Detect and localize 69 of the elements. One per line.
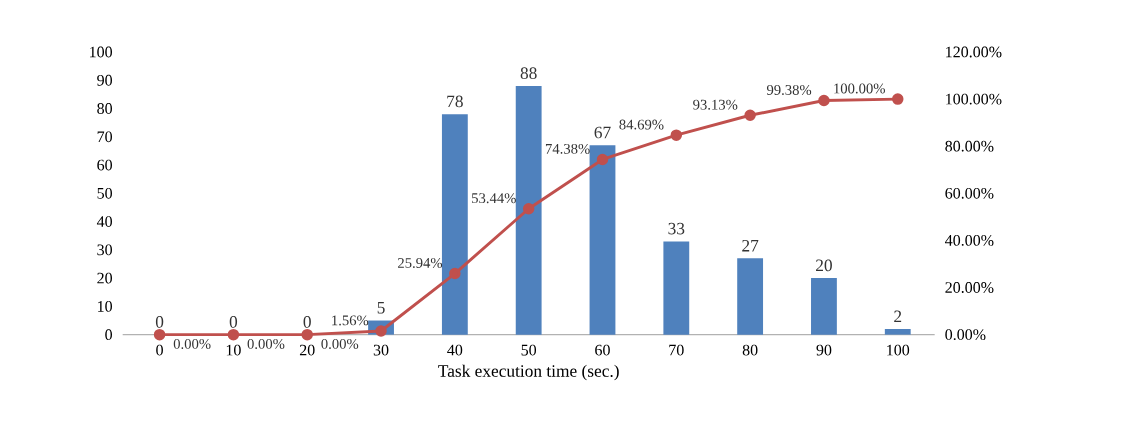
y2-tick-label: 20.00% [945,282,994,293]
x-axis-title: Task execution time (sec.) [438,364,619,381]
bar [441,114,468,335]
point [744,109,756,122]
bar [589,145,616,335]
x-tick-label: 20 [299,344,315,356]
y2-tick-label: 80.00% [945,140,994,152]
data-label: 20 [816,259,832,272]
data-label: 99.38% [766,85,812,95]
point [818,94,830,107]
y-tick-label: 80 [97,103,113,114]
y2-tick-label: 40.00% [945,234,994,246]
point [301,328,313,341]
x-tick-label: 90 [816,344,832,356]
data-label: 74.38% [545,143,590,154]
data-label: 67 [594,126,611,139]
data-label: 100.00% [834,83,885,94]
bar [884,329,911,335]
y-tick-label: 20 [97,272,113,284]
data-label: 0.00% [247,338,285,349]
y-tick-label: 30 [97,244,113,256]
data-label: 88 [520,67,537,79]
y2-tick-label: 100.00% [946,93,1002,105]
y2-tick-label: 0.00% [945,329,986,341]
x-tick-label: 60 [595,344,610,356]
x-tick-label: 70 [669,344,684,356]
data-label: 78 [447,95,463,108]
data-label: 2 [894,310,902,323]
data-label: 0 [155,316,164,328]
point [227,328,240,341]
point [892,93,904,105]
bar [811,278,837,335]
data-label: 1.56% [332,315,369,326]
x-tick-label: 0 [156,344,163,356]
x-tick-label: 100 [887,344,910,356]
y2-tick-label: 60.00% [945,187,994,199]
data-label: 5 [377,302,385,314]
x-tick-label: 30 [373,344,389,356]
x-tick-label: 80 [742,344,758,356]
data-label: 53.44% [472,193,516,204]
point [596,153,609,166]
x-tick-label: 40 [447,344,463,356]
bar [515,85,542,335]
data-label: 0 [229,316,238,328]
data-label: 84.69% [619,119,664,130]
bar [663,241,690,335]
point [670,129,683,141]
y-tick-label: 50 [97,187,113,199]
point [522,203,535,215]
y-tick-label: 70 [97,131,113,143]
y-tick-label: 40 [96,216,113,227]
data-label: 0 [303,316,311,328]
y-tick-label: 0 [105,329,113,341]
data-label: 93.13% [693,99,738,110]
y-tick-label: 10 [98,300,113,312]
y-tick-label: 60 [97,159,113,171]
data-label: 25.94% [398,258,443,268]
x-tick-label: 50 [521,344,537,356]
y2-tick-label: 120.00% [946,46,1002,58]
data-label: 0.00% [173,338,211,349]
data-label: 33 [668,222,685,235]
y-tick-label: 90 [97,74,113,86]
point [449,267,461,280]
x-tick-label: 10 [226,344,241,356]
bar [737,258,764,335]
data-label: 0.00% [321,338,359,349]
y-tick-label: 100 [90,46,113,58]
data-label: 27 [742,239,759,252]
point [153,328,166,341]
